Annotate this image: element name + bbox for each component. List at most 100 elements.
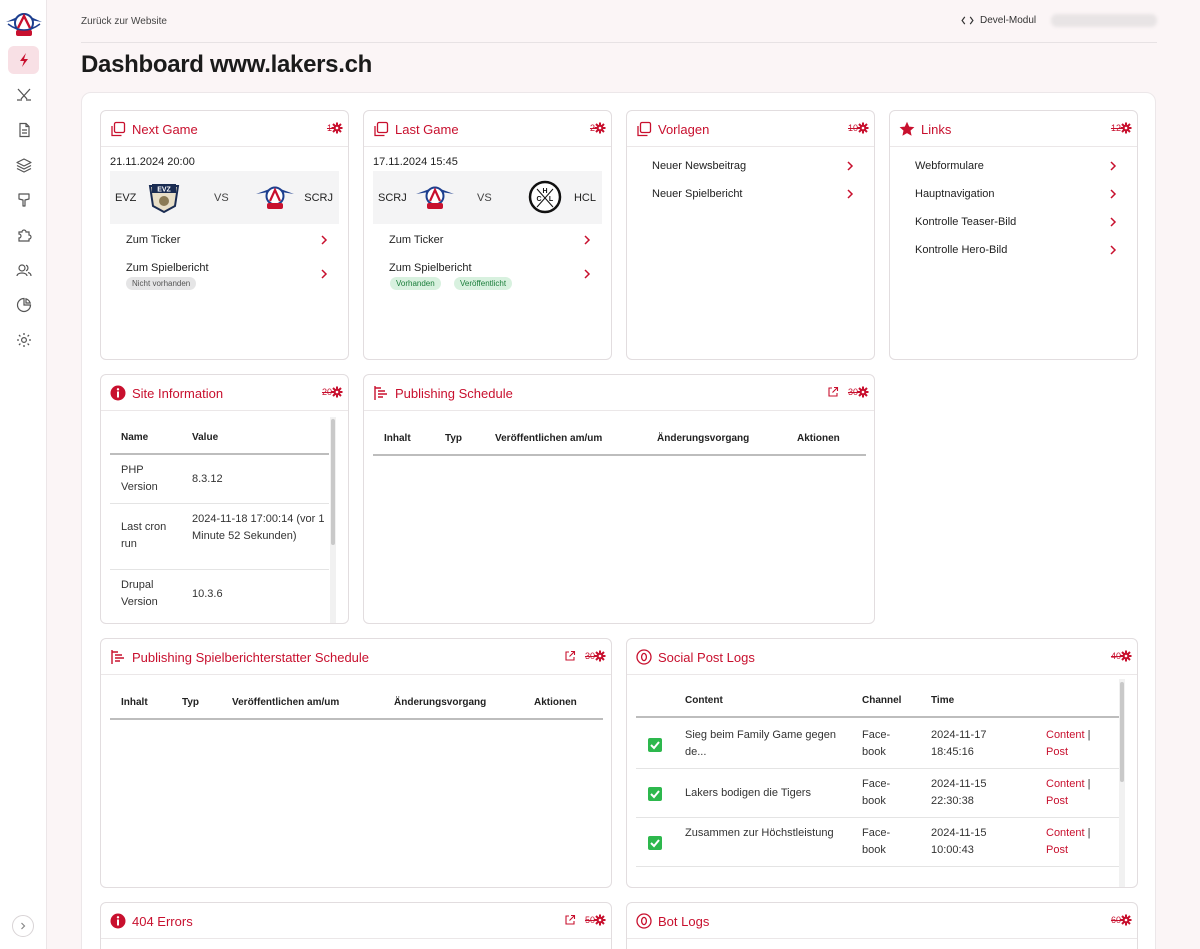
column-header: Veröffentlichen am/um [232,697,340,708]
success-check-icon [648,787,662,801]
svg-text:L: L [549,196,554,203]
sidebar-item-lightning[interactable] [8,46,39,74]
sidebar-item-settings[interactable] [8,326,39,354]
hockey-sticks-icon [16,88,31,101]
ticker-link[interactable]: Zum Ticker [373,228,602,254]
external-link-icon[interactable] [827,386,839,398]
sidebar-item-hockey[interactable] [8,81,39,109]
home-team: SCRJ [378,192,407,204]
sidebar-item-layers[interactable] [8,151,39,179]
gear-icon[interactable] [1120,914,1132,926]
sidebar-item-appearance[interactable] [8,186,39,214]
gear-icon[interactable] [331,386,343,398]
sidebar-item-people[interactable] [8,256,39,284]
card-header: Publishing Spielberichterstatter Schedul… [101,639,611,675]
table-row: Zusammen zur Höchstleistung Face-book 20… [636,818,1119,867]
page-title: Dashboard www.lakers.ch [81,51,372,78]
away-team: SCRJ [304,192,333,204]
schedule-list-icon [111,650,124,664]
content-link[interactable]: Content [1046,778,1085,790]
zero-circle-icon [636,649,652,665]
report-link[interactable]: Zum Spielbericht Nicht vorhanden [110,256,339,292]
gear-icon[interactable] [594,650,606,662]
content-link[interactable]: Content [1046,729,1085,741]
table-header: Inhalt Typ Veröffentlichen am/um Änderun… [110,684,603,720]
home-team: EVZ [115,192,137,204]
content-link[interactable]: Content [1046,827,1085,839]
post-channel: Face-book [862,778,891,807]
sidebar-item-reports[interactable] [8,291,39,319]
code-icon [961,16,974,25]
chevron-right-icon [847,189,854,199]
table-header: Inhalt Typ Veröffentlichen am/um Änderun… [373,420,866,456]
gear-icon[interactable] [594,122,606,134]
ticker-label: Zum Ticker [126,234,181,246]
publishing-sb-schedule-card: Publishing Spielberichterstatter Schedul… [100,638,612,888]
table-header: Name Value [110,419,329,455]
devel-module-link[interactable]: Devel-Modul [961,15,1036,26]
zero-circle-icon [636,913,652,929]
column-header: Value [192,432,219,443]
vorlage-item[interactable]: Neuer Spielbericht [636,184,865,206]
evz-logo-icon: EVZ [148,184,180,214]
card-weight: 30 [847,387,858,397]
links-card: Links 12 Webformulare Hauptnavigation Ko… [889,110,1138,360]
user-menu[interactable] [1051,14,1157,27]
external-link-icon[interactable] [564,650,576,662]
post-channel: Face-book [862,729,891,758]
sidebar-item-content[interactable] [8,116,39,144]
column-header: Änderungsvorgang [657,433,750,444]
sidebar-collapse-button[interactable] [12,915,34,937]
card-title: Bot Logs [658,914,710,929]
gear-icon[interactable] [857,386,869,398]
scrollbar-track[interactable] [1119,679,1125,887]
post-link[interactable]: Post [1046,795,1069,807]
gear-icon[interactable] [594,914,606,926]
card-header: Social Post Logs 40 [627,639,1137,675]
vs-label: VS [214,192,229,204]
quick-link[interactable]: Webformulare [899,156,1128,178]
gear-icon[interactable] [1120,122,1132,134]
scrollbar-thumb[interactable] [1120,682,1124,782]
ticker-link[interactable]: Zum Ticker [110,228,339,254]
gear-icon[interactable] [331,122,343,134]
chevron-right-icon [1110,161,1117,171]
lakers-logo[interactable] [4,6,44,42]
quick-link[interactable]: Kontrolle Hero-Bild [899,240,1128,262]
card-weight: 1 [326,123,332,133]
gear-icon[interactable] [1120,650,1132,662]
row-value: 8.3.12 [192,473,223,485]
post-content: Sieg beim Family Game gegen de... [685,729,837,758]
table-header: Content Channel Time [636,682,1119,718]
status-badge: Vorhanden [390,277,441,290]
back-to-website-link[interactable]: Zurück zur Website [81,16,167,27]
gear-icon[interactable] [857,122,869,134]
success-check-icon [648,836,662,850]
dashboard-panel: Next Game 1 21.11.2024 20:00 EVZ EVZ VS … [81,92,1156,949]
schedule-list-icon [374,386,387,400]
game-date: 21.11.2024 20:00 [110,156,195,168]
sidebar-item-extend[interactable] [8,221,39,249]
column-header: Name [121,432,149,443]
quick-link[interactable]: Kontrolle Teaser-Bild [899,212,1128,234]
social-post-logs-card: Social Post Logs 40 Content Channel Time… [626,638,1138,888]
post-time: 2024-11-15 22:30:38 [931,778,987,807]
external-link-icon[interactable] [564,914,576,926]
post-link[interactable]: Post [1046,746,1069,758]
layers-icon [15,158,32,173]
info-icon [110,385,126,401]
card-title: Publishing Spielberichterstatter Schedul… [132,650,370,665]
vorlage-item[interactable]: Neuer Newsbeitrag [636,156,865,178]
users-icon [15,264,32,277]
scrollbar-thumb[interactable] [331,419,335,545]
card-weight: 2 [589,123,595,133]
post-link[interactable]: Post [1046,844,1069,856]
table-row: Last cron run 2024-11-18 17:00:14 (vor 1… [110,504,329,570]
card-weight: 10 [847,123,858,133]
post-actions: Content | Post [1046,727,1106,761]
quick-link[interactable]: Hauptnavigation [899,184,1128,206]
vorlage-label: Neuer Spielbericht [652,188,743,200]
chevron-right-icon [1110,217,1117,227]
report-link[interactable]: Zum Spielbericht Vorhanden Veröffentlich… [373,256,602,292]
